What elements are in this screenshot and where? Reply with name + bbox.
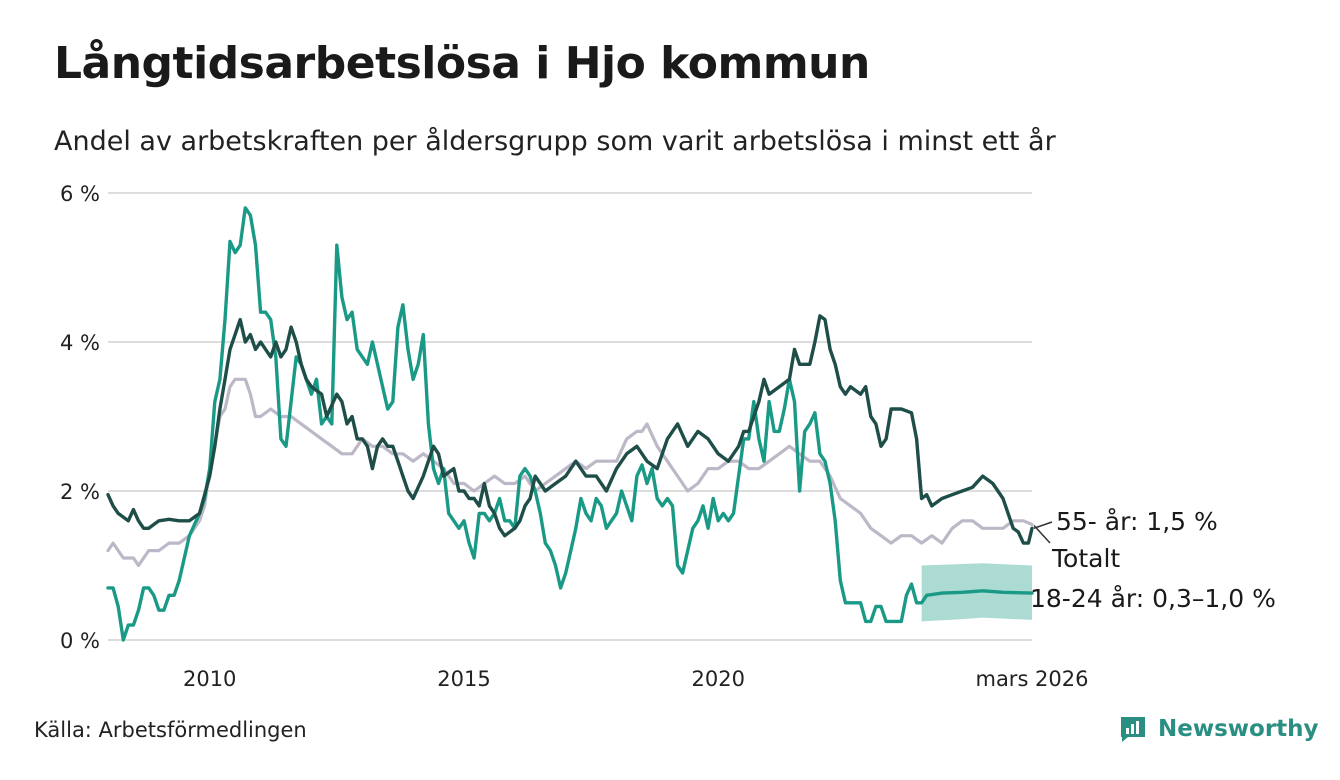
series-line-age18_24 (106, 206, 1034, 642)
y-tick-label: 4 % (60, 331, 100, 355)
brand-name: Newsworthy (1158, 716, 1319, 742)
series-end-label-total: Totalt (1051, 544, 1120, 573)
series-lines (106, 206, 1034, 642)
axis-labels: 0 % 2 % 4 % 6 % 2010 2015 2020 mars 2026 (60, 182, 1089, 691)
y-tick-label: 0 % (60, 629, 100, 653)
brand-logo: Newsworthy (1118, 714, 1319, 744)
series-end-label-age18_24: 18-24 år: 0,3–1,0 % (1030, 584, 1276, 613)
x-tick-label: 2010 (183, 667, 236, 691)
source-note: Källa: Arbetsförmedlingen (34, 718, 307, 742)
series-labels: 55- år: 1,5 % Totalt 18-24 år: 0,3–1,0 % (1030, 507, 1276, 613)
chart-title: Långtidsarbetslösa i Hjo kommun (54, 38, 870, 89)
series-line-age55 (106, 314, 1034, 545)
series-line-total (106, 377, 1034, 568)
line-chart: 55- år: 1,5 % Totalt 18-24 år: 0,3–1,0 % 0… (60, 182, 1276, 691)
x-tick-label: 2015 (437, 667, 490, 691)
series-end-label-age55: 55- år: 1,5 % (1056, 507, 1218, 536)
x-tick-label: mars 2026 (975, 667, 1088, 691)
x-tick-label: 2020 (692, 667, 745, 691)
y-tick-label: 6 % (60, 182, 100, 206)
chart-subtitle: Andel av arbetskraften per åldersgrupp s… (54, 126, 1056, 157)
gridlines (108, 192, 1032, 641)
leader-line-total (1033, 525, 1051, 544)
y-tick-label: 2 % (60, 480, 100, 504)
newsworthy-logo-icon (1121, 717, 1145, 742)
leader-line-age55 (1033, 521, 1053, 529)
